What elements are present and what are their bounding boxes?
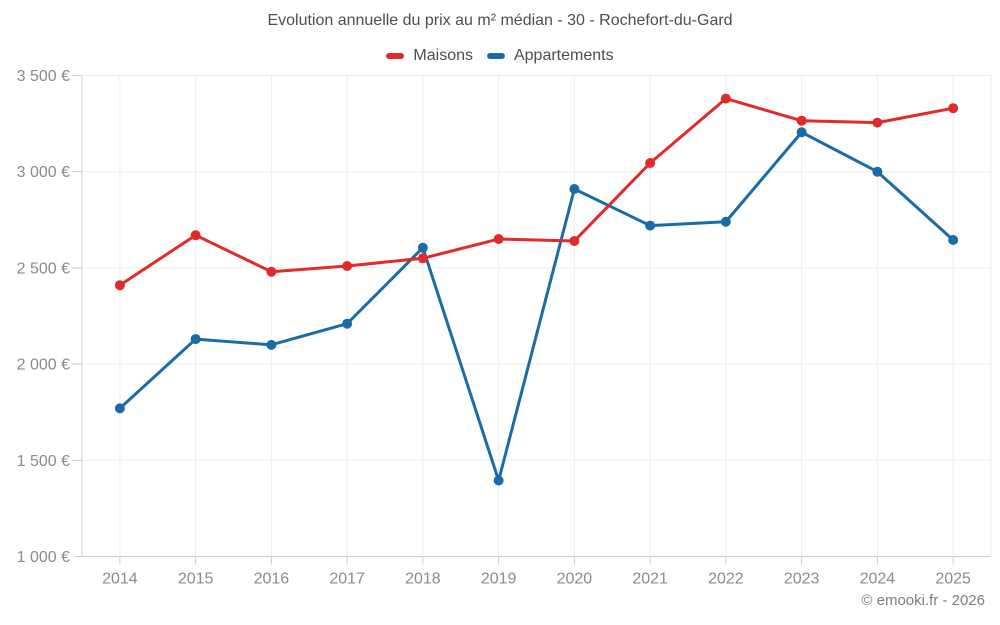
x-tick-label-2019: 2019 bbox=[481, 571, 517, 588]
maisons-point-2020[interactable] bbox=[569, 235, 580, 246]
y-tick-label-1500: 1 500 € bbox=[17, 453, 70, 470]
y-tick-label-3500: 3 500 € bbox=[17, 68, 70, 85]
y-tick-label-3000: 3 000 € bbox=[17, 164, 70, 181]
appartements-point-2021[interactable] bbox=[645, 220, 656, 231]
maisons-point-2019[interactable] bbox=[493, 234, 504, 245]
legend-item-maisons[interactable]: Maisons bbox=[386, 47, 473, 65]
maisons-point-2025[interactable] bbox=[948, 103, 959, 114]
x-tick-label-2015: 2015 bbox=[178, 571, 214, 588]
appartements-point-2023[interactable] bbox=[796, 127, 807, 138]
maisons-point-2021[interactable] bbox=[645, 158, 656, 169]
x-tick-label-2014: 2014 bbox=[102, 571, 138, 588]
appartements-point-2020[interactable] bbox=[569, 184, 580, 195]
maisons-legend-swatch-icon bbox=[386, 53, 405, 59]
appartements-point-2022[interactable] bbox=[720, 216, 731, 227]
maisons-line bbox=[118, 97, 955, 287]
appartements-legend-swatch-icon bbox=[486, 53, 505, 59]
appartements-point-2015[interactable] bbox=[190, 334, 201, 345]
legend-item-appartements[interactable]: Appartements bbox=[486, 47, 614, 65]
maisons-point-2015[interactable] bbox=[190, 230, 201, 241]
appartements-point-2017[interactable] bbox=[342, 318, 353, 329]
x-tick-label-2021: 2021 bbox=[632, 571, 668, 588]
maisons-point-2023[interactable] bbox=[796, 115, 807, 126]
x-tick-label-2022: 2022 bbox=[708, 571, 744, 588]
y-tick-label-2000: 2 000 € bbox=[17, 357, 70, 374]
chart-title: Evolution annuelle du prix au m² médian … bbox=[267, 12, 733, 29]
appartements-line bbox=[118, 130, 955, 483]
appartements-point-2025[interactable] bbox=[948, 235, 959, 246]
x-tick-label-2017: 2017 bbox=[329, 571, 365, 588]
maisons-point-2022[interactable] bbox=[720, 93, 731, 104]
appartements-point-2024[interactable] bbox=[872, 166, 883, 177]
appartements-point-2019[interactable] bbox=[493, 475, 504, 486]
appartements-point-2014[interactable] bbox=[114, 403, 125, 414]
legend-label-maisons: Maisons bbox=[413, 47, 473, 64]
maisons-point-2024[interactable] bbox=[872, 117, 883, 128]
appartements-point-2016[interactable] bbox=[266, 339, 277, 350]
y-tick-label-2500: 2 500 € bbox=[17, 260, 70, 277]
maisons-point-2016[interactable] bbox=[266, 266, 277, 277]
y-tick-label-1000: 1 000 € bbox=[17, 549, 70, 566]
x-tick-label-2016: 2016 bbox=[254, 571, 290, 588]
maisons-point-2017[interactable] bbox=[342, 260, 353, 271]
chart-legend: Maisons Appartements bbox=[0, 47, 1000, 65]
x-tick-label-2024: 2024 bbox=[860, 571, 896, 588]
legend-label-appartements: Appartements bbox=[513, 47, 614, 64]
x-tick-label-2018: 2018 bbox=[405, 571, 441, 588]
maisons-point-2018[interactable] bbox=[417, 253, 428, 264]
copyright-watermark: © emooki.fr - 2026 bbox=[861, 592, 985, 609]
x-tick-label-2025: 2025 bbox=[935, 571, 971, 588]
appartements-point-2018[interactable] bbox=[417, 242, 428, 253]
x-tick-label-2020: 2020 bbox=[557, 571, 593, 588]
x-tick-label-2023: 2023 bbox=[784, 571, 820, 588]
maisons-point-2014[interactable] bbox=[114, 280, 125, 291]
